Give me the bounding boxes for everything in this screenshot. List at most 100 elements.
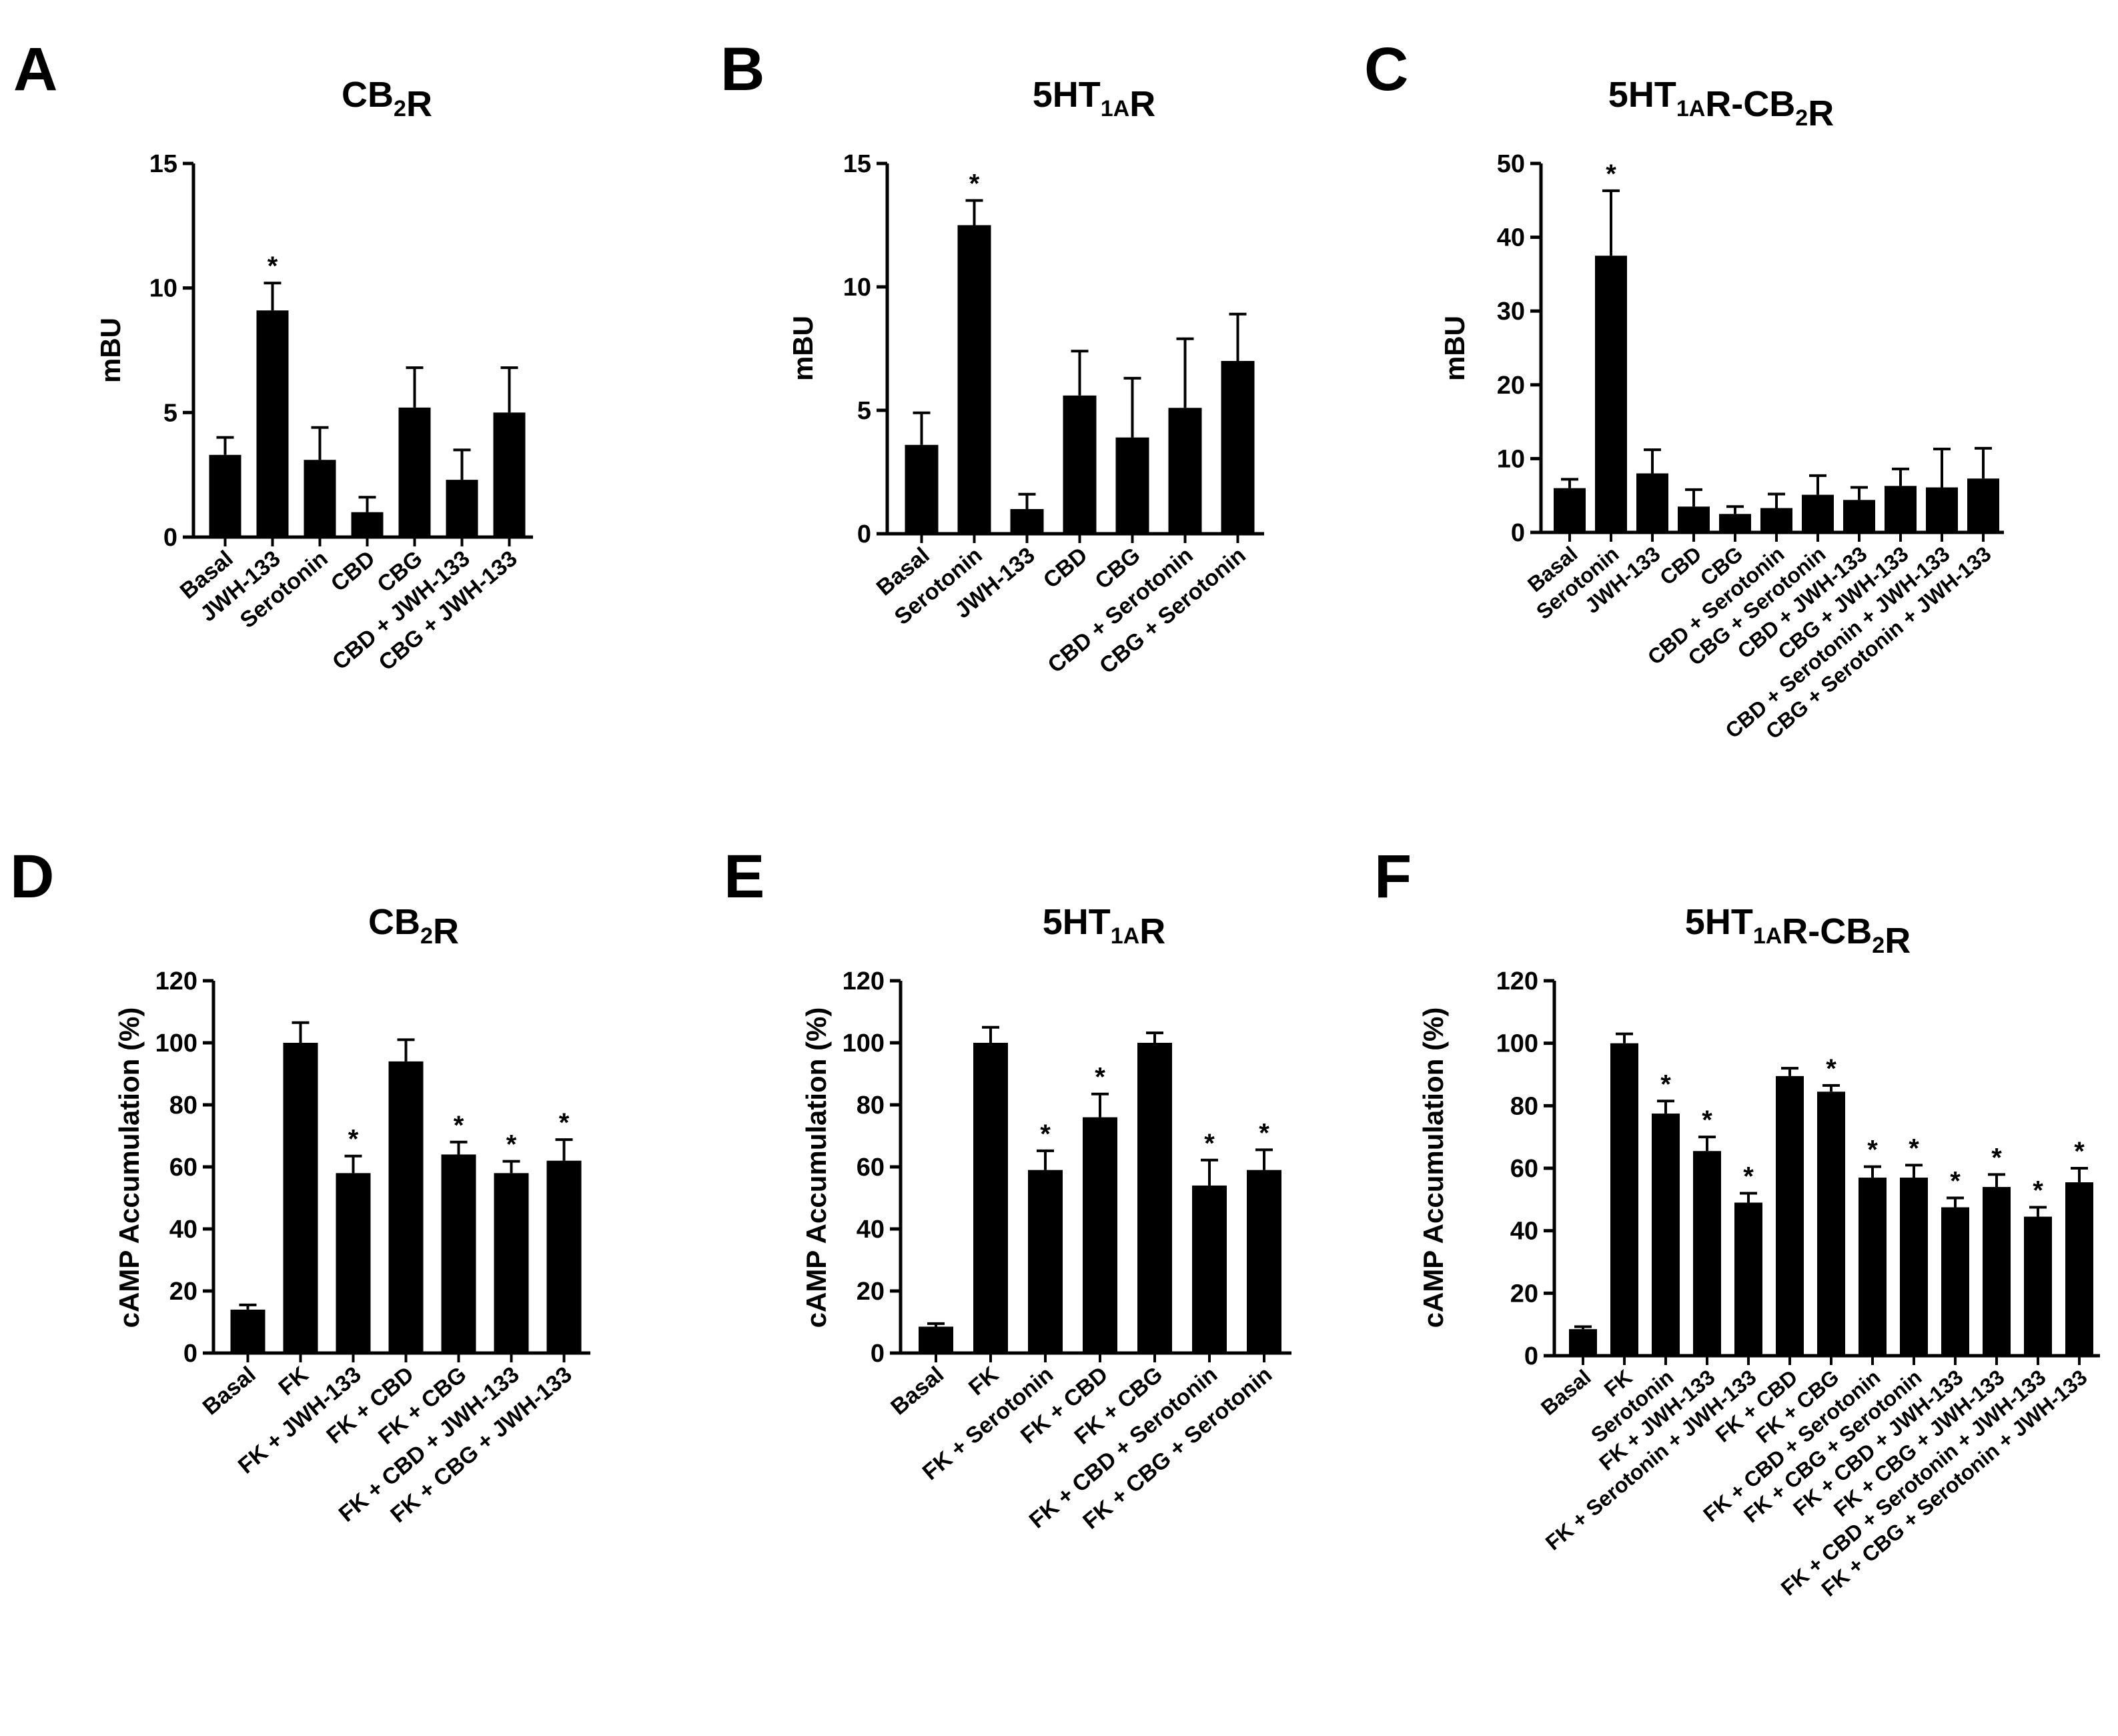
bar (1221, 361, 1255, 534)
bar (1941, 1207, 1969, 1356)
title-text: 5HT (1608, 75, 1676, 115)
y-tick-label: 0 (183, 1340, 197, 1368)
title-text: CB (342, 75, 394, 115)
title-text: CB (368, 902, 420, 942)
y-axis-label: cAMP Accumulation (%) (1418, 1007, 1449, 1328)
title-subscript: 2 (1795, 105, 1808, 131)
y-tick-label: 5 (163, 399, 177, 427)
bar (905, 444, 939, 534)
bar (1719, 514, 1751, 532)
significance-star: * (1991, 1143, 2002, 1172)
bar (1859, 1178, 1887, 1356)
title-subscript: 1A (1753, 923, 1782, 949)
chart-title: 5HT1AR-CB2R (1608, 75, 1834, 133)
bar (336, 1173, 371, 1353)
significance-star: * (1743, 1162, 1754, 1191)
significance-star: * (1259, 1118, 1269, 1148)
significance-star: * (559, 1108, 570, 1138)
bar (1926, 487, 1958, 532)
bar (1554, 488, 1586, 532)
bar (957, 225, 991, 534)
bar (230, 1309, 266, 1353)
panel-label: A (13, 35, 57, 103)
bar (446, 480, 478, 537)
significance-star: * (1606, 159, 1616, 189)
panel-label: B (720, 35, 764, 103)
bar (441, 1154, 476, 1353)
y-tick-label: 100 (1496, 1030, 1538, 1058)
bar (1678, 506, 1710, 532)
chart-title: CB2R (342, 75, 432, 124)
title-text: R (433, 911, 459, 951)
chart-title: 5HT1AR (1033, 75, 1155, 124)
significance-star: * (348, 1125, 359, 1154)
y-tick-label: 60 (169, 1154, 197, 1182)
bar (1010, 509, 1044, 534)
bar (1900, 1178, 1928, 1356)
y-tick-label: 15 (843, 150, 871, 178)
y-tick-label: 10 (1497, 445, 1525, 473)
significance-star: * (1040, 1120, 1051, 1149)
bar (351, 512, 384, 537)
bar (2065, 1182, 2093, 1356)
title-subscript: 2 (420, 923, 433, 949)
y-tick-label: 0 (857, 520, 871, 548)
y-tick-label: 20 (1497, 372, 1525, 400)
panel-e: E 5HT1AR 0 20 40 60 80 100 120 cAMP Accumulation … (724, 843, 1291, 1535)
y-tick-label: 40 (1497, 224, 1525, 252)
bar (493, 412, 526, 537)
y-tick-label: 80 (1510, 1092, 1538, 1120)
x-tick-label: CBD (1655, 542, 1706, 590)
y-tick-label: 100 (155, 1029, 197, 1057)
bar (1843, 500, 1875, 532)
y-tick-label: 20 (857, 1278, 885, 1306)
x-tick-label: Basal (1536, 1365, 1596, 1420)
y-tick-label: 40 (1510, 1218, 1538, 1246)
y-tick-label: 10 (843, 274, 871, 302)
y-tick-label: 40 (169, 1216, 197, 1244)
bar (1168, 408, 1202, 534)
bar (1776, 1075, 1804, 1356)
bar (1569, 1329, 1597, 1356)
chart-title: 5HT1AR-CB2R (1685, 902, 1911, 961)
significance-star: * (969, 169, 980, 199)
y-tick-label: 15 (149, 150, 177, 178)
title-text: R-CB (1782, 911, 1872, 951)
y-tick-label: 80 (169, 1092, 197, 1120)
title-subscript: 2 (394, 96, 406, 121)
panel-b: B 5HT1AR051015mBUBasal*SerotoninJWH-133CB… (720, 35, 1264, 679)
bar (1802, 494, 1834, 532)
bar (1983, 1187, 2011, 1356)
significance-star: * (454, 1111, 464, 1140)
y-tick-label: 30 (1497, 298, 1525, 326)
bar (283, 1043, 318, 1353)
bar (1760, 508, 1792, 532)
bar (1192, 1185, 1227, 1353)
bar (1734, 1202, 1762, 1356)
title-text: 5HT (1043, 902, 1111, 942)
title-text: R (1885, 921, 1911, 961)
title-text: R (1129, 84, 1155, 124)
bar (398, 407, 431, 537)
y-tick-label: 5 (857, 397, 871, 425)
bar (1137, 1043, 1172, 1353)
x-tick-label: FK (964, 1362, 1003, 1401)
y-axis-label: cAMP Accumulation (%) (113, 1007, 145, 1328)
panel-label: C (1364, 35, 1408, 103)
y-axis-label: mBU (95, 318, 126, 383)
bar (1885, 486, 1917, 532)
y-tick-label: 20 (169, 1278, 197, 1306)
title-subscript: 1A (1101, 96, 1129, 121)
bar (388, 1061, 424, 1353)
bar (1610, 1043, 1638, 1356)
significance-star: * (1867, 1136, 1878, 1165)
y-tick-label: 40 (857, 1216, 885, 1244)
y-tick-label: 50 (1497, 150, 1525, 178)
y-tick-label: 60 (1510, 1155, 1538, 1183)
bar (1693, 1151, 1721, 1356)
panel-label: E (724, 843, 764, 911)
title-text: 5HT (1033, 75, 1101, 115)
bar (919, 1326, 953, 1353)
